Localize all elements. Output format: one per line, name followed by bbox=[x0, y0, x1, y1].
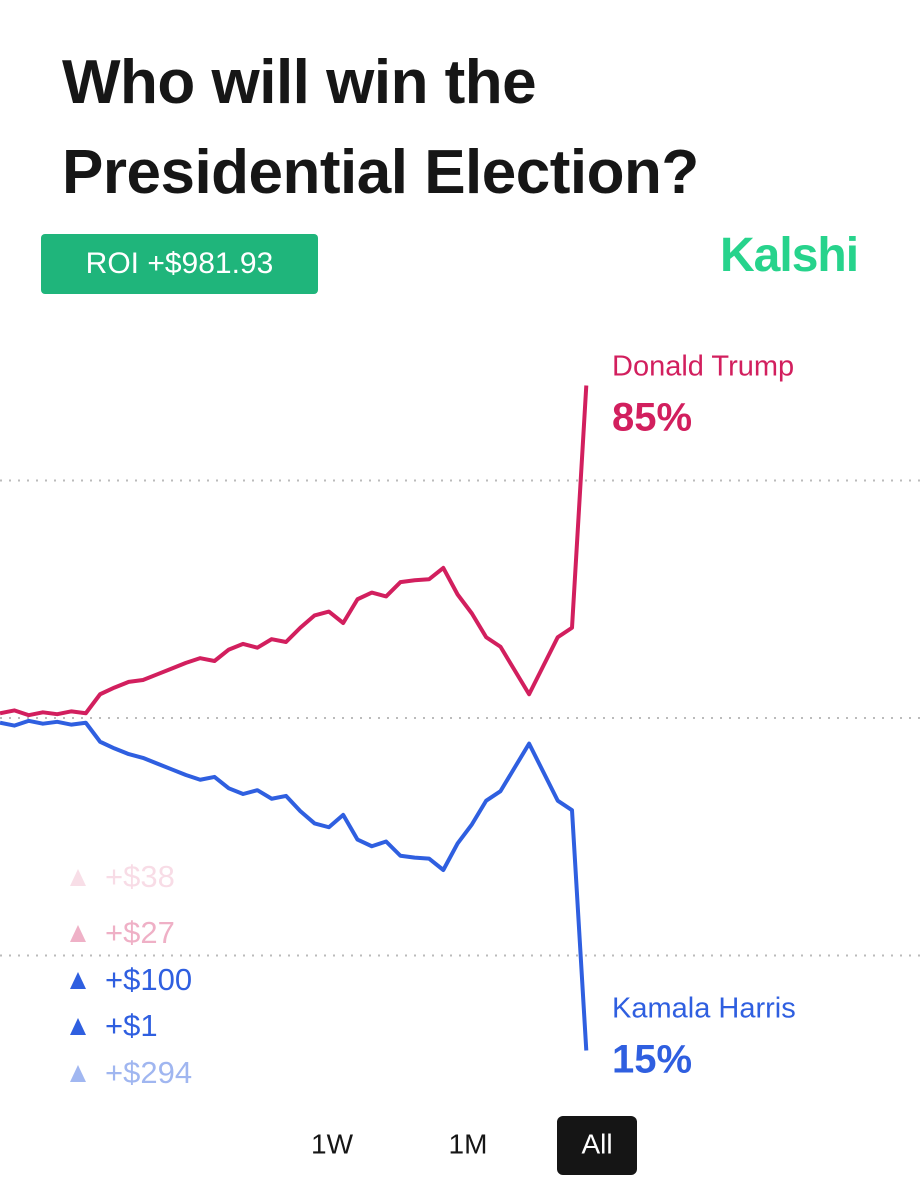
end-value-label: 15% bbox=[612, 1038, 692, 1082]
trade-amount: +$1 bbox=[105, 1008, 158, 1043]
roi-badge: ROI +$981.93 bbox=[41, 234, 318, 294]
range-button[interactable]: 1W bbox=[311, 1128, 354, 1159]
range-button-bg bbox=[557, 1116, 637, 1175]
series-line bbox=[0, 385, 589, 718]
trade-amount: +$27 bbox=[105, 915, 175, 950]
trade-amount: +$294 bbox=[105, 1055, 192, 1090]
brand-logo: Kalshi bbox=[720, 229, 859, 282]
range-button[interactable]: All bbox=[581, 1128, 612, 1159]
range-button[interactable]: 1M bbox=[449, 1128, 488, 1159]
trade-amount: +$38 bbox=[105, 859, 175, 894]
series-name: Donald Trump bbox=[612, 351, 794, 383]
end-value-label: 85% bbox=[612, 396, 692, 440]
series-line bbox=[0, 718, 589, 1051]
trade-arrow bbox=[70, 925, 86, 942]
trade-amount: +$100 bbox=[105, 962, 192, 997]
title: Who will win the Presidential Election? bbox=[62, 48, 699, 207]
trade-arrow bbox=[70, 1018, 86, 1035]
trade-arrow bbox=[70, 972, 86, 989]
series-name: Kamala Harris bbox=[612, 993, 796, 1025]
trade-arrow bbox=[70, 1065, 86, 1082]
trade-arrow bbox=[70, 869, 86, 886]
